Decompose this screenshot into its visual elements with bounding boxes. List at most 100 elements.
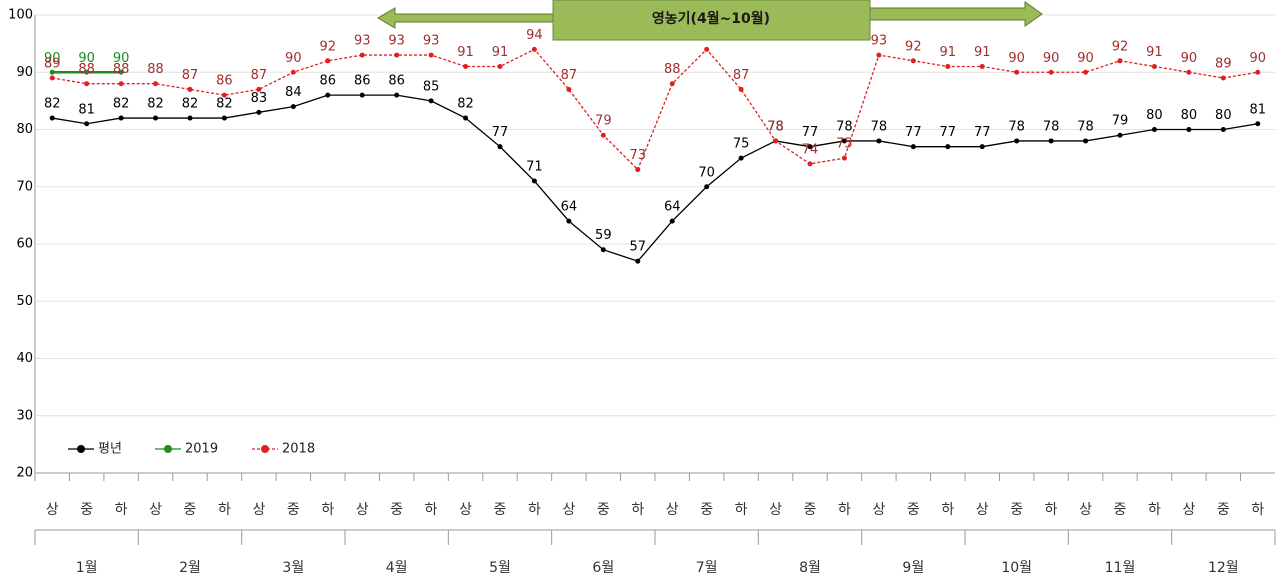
- data-label: 90: [1250, 51, 1267, 66]
- data-label: 80: [1215, 108, 1232, 123]
- group-label: 5월: [489, 560, 511, 576]
- data-label: 78: [1077, 119, 1094, 134]
- data-point: [1151, 64, 1157, 70]
- x-tick-label: 상: [872, 502, 885, 518]
- data-label: 93: [423, 34, 440, 49]
- x-tick-label: 하: [115, 502, 128, 518]
- data-label: 77: [940, 125, 957, 140]
- group-label: 7월: [696, 560, 718, 576]
- x-tick-label: 중: [80, 502, 93, 518]
- data-point: [394, 92, 400, 98]
- data-point: [1151, 127, 1157, 132]
- legend-label: 2018: [282, 442, 315, 457]
- data-point: [187, 86, 193, 92]
- data-label: 57: [630, 240, 647, 255]
- data-point: [1014, 138, 1020, 144]
- group-label: 2월: [179, 560, 201, 576]
- x-tick-label: 상: [252, 502, 265, 518]
- x-tick-label: 하: [838, 502, 851, 518]
- data-label: 82: [457, 97, 474, 112]
- data-point: [876, 138, 882, 144]
- data-label: 74: [802, 142, 819, 157]
- data-label: 88: [113, 62, 130, 77]
- data-label: 79: [595, 114, 612, 129]
- data-point: [84, 81, 90, 87]
- data-label: 78: [836, 119, 853, 134]
- data-point: [187, 115, 193, 121]
- data-label: 86: [216, 74, 233, 89]
- data-label: 78: [1043, 119, 1060, 134]
- data-point: [118, 69, 124, 75]
- data-label: 71: [526, 160, 543, 175]
- x-tick-label: 하: [1251, 502, 1264, 518]
- y-tick-label: 30: [16, 408, 33, 423]
- data-point: [497, 64, 503, 70]
- data-point: [566, 86, 572, 92]
- data-label: 92: [320, 39, 337, 54]
- x-tick-label: 상: [1182, 502, 1195, 518]
- x-tick-label: 하: [528, 502, 541, 518]
- data-label: 92: [1112, 39, 1129, 54]
- x-tick-label: 하: [631, 502, 644, 518]
- data-label: 83: [251, 91, 268, 106]
- data-label: 89: [1215, 56, 1232, 71]
- data-label: 77: [974, 125, 991, 140]
- data-label: 80: [1181, 108, 1198, 123]
- x-tick-label: 하: [321, 502, 334, 518]
- group-label: 11월: [1105, 560, 1136, 576]
- data-label: 91: [940, 45, 957, 60]
- data-label: 84: [285, 85, 302, 100]
- data-point: [1186, 69, 1192, 75]
- x-tick-label: 중: [184, 502, 197, 518]
- plot: 20 30 40 50 60 70 80 90 100 상 중 하 상 중 하 상 중 하 상 중 하 상 중 하 상 중 하 상 중 하…: [8, 8, 1276, 576]
- data-point: [910, 144, 916, 150]
- data-label: 87: [251, 68, 268, 83]
- data-point: [1255, 121, 1261, 127]
- data-point: [1083, 69, 1089, 75]
- x-tick-label: 중: [494, 502, 507, 518]
- data-point: [49, 115, 55, 121]
- data-point: [1014, 69, 1020, 75]
- arrow-left: [377, 6, 554, 30]
- data-point: [807, 161, 813, 167]
- x-tick-label: 하: [941, 502, 954, 518]
- data-point: [428, 52, 434, 58]
- x-tick-label: 상: [46, 502, 59, 518]
- data-point: [256, 86, 262, 92]
- data-label: 82: [147, 97, 164, 112]
- x-tick-label: 중: [1114, 502, 1127, 518]
- data-label: 90: [78, 51, 95, 66]
- data-label: 88: [664, 62, 681, 77]
- data-label: 88: [78, 62, 95, 77]
- data-point: [910, 58, 916, 64]
- data-label: 92: [905, 39, 922, 54]
- data-point: [1048, 69, 1054, 75]
- y-tick-label: 80: [16, 122, 33, 137]
- data-point: [1220, 75, 1226, 81]
- data-label: 73: [630, 148, 647, 163]
- legend-label: 평년: [98, 442, 122, 457]
- data-label: 79: [1112, 114, 1129, 129]
- data-point: [1186, 127, 1192, 132]
- x-tick-label: 중: [1010, 502, 1023, 518]
- y-tick-label: 20: [16, 466, 33, 481]
- legend-marker: [261, 445, 269, 453]
- group-label: 9월: [902, 560, 924, 576]
- data-label: 78: [767, 119, 784, 134]
- data-point: [600, 247, 606, 253]
- x-tick-label: 중: [907, 502, 920, 518]
- data-point: [1048, 138, 1054, 144]
- legend-marker: [164, 445, 172, 453]
- data-point: [531, 46, 537, 52]
- group-label: 10월: [1001, 560, 1032, 576]
- annotation-text: 영농기(4월~10월): [652, 10, 770, 27]
- data-point: [1083, 138, 1089, 144]
- data-point: [704, 184, 710, 190]
- x-tick-label: 상: [769, 502, 782, 518]
- data-point: [153, 81, 159, 87]
- data-label: 93: [388, 34, 405, 49]
- data-point: [153, 115, 159, 121]
- y-tick-label: 100: [8, 8, 33, 23]
- x-tick-label: 중: [287, 502, 300, 518]
- group-label: 8월: [799, 560, 821, 576]
